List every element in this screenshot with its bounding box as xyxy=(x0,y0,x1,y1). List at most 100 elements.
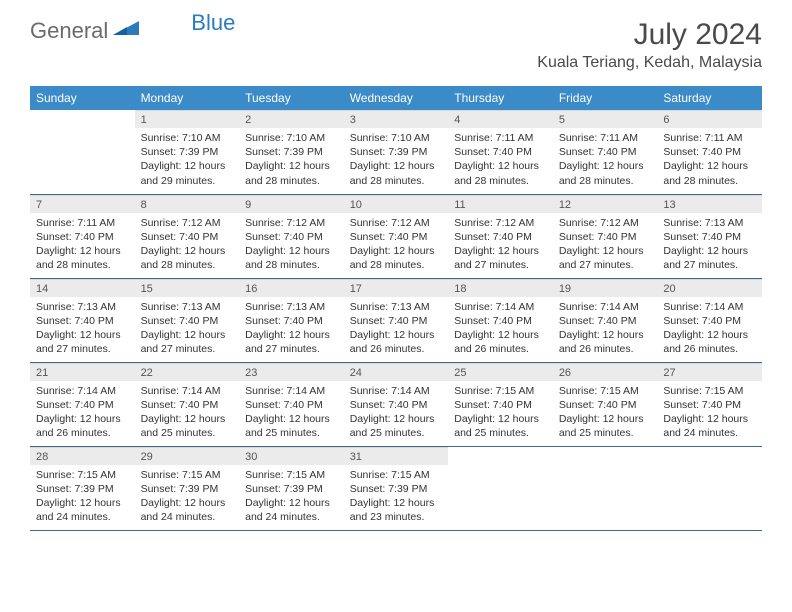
day-cell: 12Sunrise: 7:12 AMSunset: 7:40 PMDayligh… xyxy=(553,194,658,278)
day-number: 19 xyxy=(553,279,658,297)
day-details: Sunrise: 7:14 AMSunset: 7:40 PMDaylight:… xyxy=(553,297,658,361)
day-number: 9 xyxy=(239,195,344,213)
brand-part2: Blue xyxy=(191,10,235,36)
day-details: Sunrise: 7:15 AMSunset: 7:39 PMDaylight:… xyxy=(30,465,135,529)
month-title: July 2024 xyxy=(537,18,762,52)
day-details: Sunrise: 7:13 AMSunset: 7:40 PMDaylight:… xyxy=(657,213,762,277)
day-details: Sunrise: 7:12 AMSunset: 7:40 PMDaylight:… xyxy=(344,213,449,277)
day-details: Sunrise: 7:10 AMSunset: 7:39 PMDaylight:… xyxy=(135,128,240,192)
day-number: 11 xyxy=(448,195,553,213)
day-details: Sunrise: 7:15 AMSunset: 7:40 PMDaylight:… xyxy=(553,381,658,445)
day-details: Sunrise: 7:14 AMSunset: 7:40 PMDaylight:… xyxy=(239,381,344,445)
weekday-header: Thursday xyxy=(448,86,553,110)
day-cell: 5Sunrise: 7:11 AMSunset: 7:40 PMDaylight… xyxy=(553,110,658,194)
brand-triangle-icon xyxy=(113,19,139,40)
day-cell: 13Sunrise: 7:13 AMSunset: 7:40 PMDayligh… xyxy=(657,194,762,278)
day-cell: 2Sunrise: 7:10 AMSunset: 7:39 PMDaylight… xyxy=(239,110,344,194)
day-number: 24 xyxy=(344,363,449,381)
day-cell: . xyxy=(30,110,135,194)
weekday-header: Monday xyxy=(135,86,240,110)
day-number: 20 xyxy=(657,279,762,297)
day-details: Sunrise: 7:13 AMSunset: 7:40 PMDaylight:… xyxy=(135,297,240,361)
week-row: 28Sunrise: 7:15 AMSunset: 7:39 PMDayligh… xyxy=(30,446,762,530)
day-cell: 30Sunrise: 7:15 AMSunset: 7:39 PMDayligh… xyxy=(239,446,344,530)
day-number: 1 xyxy=(135,110,240,128)
day-cell: 25Sunrise: 7:15 AMSunset: 7:40 PMDayligh… xyxy=(448,362,553,446)
day-details: Sunrise: 7:12 AMSunset: 7:40 PMDaylight:… xyxy=(135,213,240,277)
day-details: Sunrise: 7:14 AMSunset: 7:40 PMDaylight:… xyxy=(657,297,762,361)
day-details: Sunrise: 7:15 AMSunset: 7:39 PMDaylight:… xyxy=(344,465,449,529)
day-cell: 28Sunrise: 7:15 AMSunset: 7:39 PMDayligh… xyxy=(30,446,135,530)
day-details: Sunrise: 7:13 AMSunset: 7:40 PMDaylight:… xyxy=(344,297,449,361)
day-details: Sunrise: 7:13 AMSunset: 7:40 PMDaylight:… xyxy=(239,297,344,361)
day-number: 3 xyxy=(344,110,449,128)
day-cell: 7Sunrise: 7:11 AMSunset: 7:40 PMDaylight… xyxy=(30,194,135,278)
day-number: 31 xyxy=(344,447,449,465)
day-cell: . xyxy=(553,446,658,530)
day-number: 28 xyxy=(30,447,135,465)
brand-part1: General xyxy=(30,18,108,44)
day-number: 29 xyxy=(135,447,240,465)
day-details: Sunrise: 7:11 AMSunset: 7:40 PMDaylight:… xyxy=(553,128,658,192)
weekday-header: Saturday xyxy=(657,86,762,110)
title-block: July 2024 Kuala Teriang, Kedah, Malaysia xyxy=(537,18,762,72)
day-details: Sunrise: 7:11 AMSunset: 7:40 PMDaylight:… xyxy=(657,128,762,192)
day-cell: 14Sunrise: 7:13 AMSunset: 7:40 PMDayligh… xyxy=(30,278,135,362)
day-number: 30 xyxy=(239,447,344,465)
day-number: 16 xyxy=(239,279,344,297)
day-number: 4 xyxy=(448,110,553,128)
day-details: Sunrise: 7:15 AMSunset: 7:39 PMDaylight:… xyxy=(239,465,344,529)
day-cell: . xyxy=(657,446,762,530)
calendar-table: SundayMondayTuesdayWednesdayThursdayFrid… xyxy=(30,86,762,531)
location-text: Kuala Teriang, Kedah, Malaysia xyxy=(537,54,762,72)
day-details: Sunrise: 7:10 AMSunset: 7:39 PMDaylight:… xyxy=(239,128,344,192)
day-details: Sunrise: 7:12 AMSunset: 7:40 PMDaylight:… xyxy=(448,213,553,277)
day-number: 17 xyxy=(344,279,449,297)
header: General Blue July 2024 Kuala Teriang, Ke… xyxy=(0,0,792,78)
weekday-header-row: SundayMondayTuesdayWednesdayThursdayFrid… xyxy=(30,86,762,110)
day-number: 5 xyxy=(553,110,658,128)
day-details: Sunrise: 7:13 AMSunset: 7:40 PMDaylight:… xyxy=(30,297,135,361)
day-cell: 22Sunrise: 7:14 AMSunset: 7:40 PMDayligh… xyxy=(135,362,240,446)
day-details: Sunrise: 7:15 AMSunset: 7:40 PMDaylight:… xyxy=(448,381,553,445)
day-number: 15 xyxy=(135,279,240,297)
day-details: Sunrise: 7:14 AMSunset: 7:40 PMDaylight:… xyxy=(135,381,240,445)
day-cell: 11Sunrise: 7:12 AMSunset: 7:40 PMDayligh… xyxy=(448,194,553,278)
day-number: 2 xyxy=(239,110,344,128)
day-details: Sunrise: 7:10 AMSunset: 7:39 PMDaylight:… xyxy=(344,128,449,192)
day-cell: 20Sunrise: 7:14 AMSunset: 7:40 PMDayligh… xyxy=(657,278,762,362)
day-number: 25 xyxy=(448,363,553,381)
day-cell: 17Sunrise: 7:13 AMSunset: 7:40 PMDayligh… xyxy=(344,278,449,362)
day-cell: 31Sunrise: 7:15 AMSunset: 7:39 PMDayligh… xyxy=(344,446,449,530)
day-cell: 15Sunrise: 7:13 AMSunset: 7:40 PMDayligh… xyxy=(135,278,240,362)
day-details: Sunrise: 7:14 AMSunset: 7:40 PMDaylight:… xyxy=(344,381,449,445)
day-cell: 3Sunrise: 7:10 AMSunset: 7:39 PMDaylight… xyxy=(344,110,449,194)
day-cell: 24Sunrise: 7:14 AMSunset: 7:40 PMDayligh… xyxy=(344,362,449,446)
day-number: 27 xyxy=(657,363,762,381)
day-number: 22 xyxy=(135,363,240,381)
day-cell: 29Sunrise: 7:15 AMSunset: 7:39 PMDayligh… xyxy=(135,446,240,530)
day-details: Sunrise: 7:11 AMSunset: 7:40 PMDaylight:… xyxy=(30,213,135,277)
brand-logo: General Blue xyxy=(30,18,235,44)
day-cell: 16Sunrise: 7:13 AMSunset: 7:40 PMDayligh… xyxy=(239,278,344,362)
day-number: 6 xyxy=(657,110,762,128)
weekday-header: Tuesday xyxy=(239,86,344,110)
day-details: Sunrise: 7:14 AMSunset: 7:40 PMDaylight:… xyxy=(448,297,553,361)
day-number: 12 xyxy=(553,195,658,213)
day-details: Sunrise: 7:14 AMSunset: 7:40 PMDaylight:… xyxy=(30,381,135,445)
day-number: 21 xyxy=(30,363,135,381)
day-cell: 27Sunrise: 7:15 AMSunset: 7:40 PMDayligh… xyxy=(657,362,762,446)
day-number: 10 xyxy=(344,195,449,213)
day-number: 7 xyxy=(30,195,135,213)
day-details: Sunrise: 7:11 AMSunset: 7:40 PMDaylight:… xyxy=(448,128,553,192)
day-number: 23 xyxy=(239,363,344,381)
day-number: 18 xyxy=(448,279,553,297)
day-number: 8 xyxy=(135,195,240,213)
day-cell: 18Sunrise: 7:14 AMSunset: 7:40 PMDayligh… xyxy=(448,278,553,362)
week-row: .1Sunrise: 7:10 AMSunset: 7:39 PMDayligh… xyxy=(30,110,762,194)
day-cell: 10Sunrise: 7:12 AMSunset: 7:40 PMDayligh… xyxy=(344,194,449,278)
day-cell: 4Sunrise: 7:11 AMSunset: 7:40 PMDaylight… xyxy=(448,110,553,194)
day-details: Sunrise: 7:15 AMSunset: 7:40 PMDaylight:… xyxy=(657,381,762,445)
day-cell: 6Sunrise: 7:11 AMSunset: 7:40 PMDaylight… xyxy=(657,110,762,194)
weekday-header: Wednesday xyxy=(344,86,449,110)
